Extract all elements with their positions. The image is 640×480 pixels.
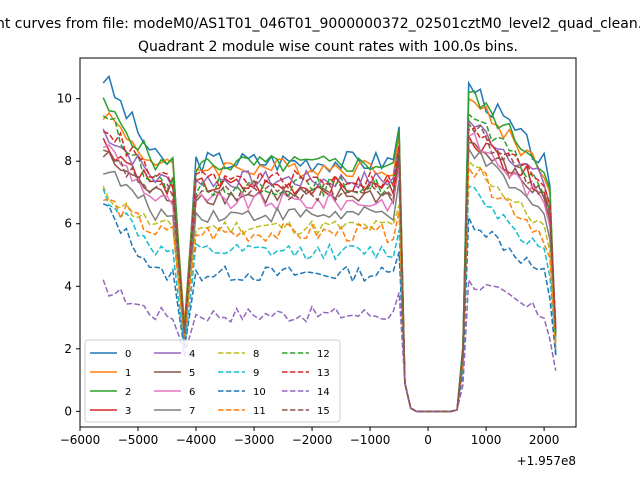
y-tick-label: 2 [64,342,72,356]
legend-label-0: 0 [125,349,131,360]
axes-title: Quadrant 2 module wise count rates with … [138,39,518,55]
series-line-9 [102,185,557,413]
legend-label-7: 7 [189,406,195,417]
x-tick-label: −1000 [350,433,391,447]
legend-label-15: 15 [317,406,330,417]
y-tick-label: 4 [64,279,72,293]
legend-label-2: 2 [125,387,131,398]
legend-label-5: 5 [189,368,195,379]
legend-label-10: 10 [253,387,266,398]
series-line-14 [102,277,557,413]
x-tick-label: −2000 [292,433,333,447]
legend-label-4: 4 [189,349,195,360]
ticks-layer: −6000 −5000 −4000 −3000 −2000 −1000 0 1000 2000 0… [57,92,560,447]
legend-box [84,339,341,423]
x-tick-label: −3000 [234,433,275,447]
figure-suptitle: Light curves from file: modeM0/AS1T01_04… [0,16,640,32]
x-tick-label: 0 [424,433,432,447]
legend-label-11: 11 [253,406,266,417]
series-line-2 [102,90,557,413]
legend-label-3: 3 [125,406,131,417]
legend-label-1: 1 [125,368,131,379]
y-tick-label: 10 [57,92,72,106]
x-offset-label: +1.957e8 [517,454,576,468]
legend-label-14: 14 [317,387,330,398]
legend-label-8: 8 [253,349,259,360]
y-tick-label: 0 [64,404,72,418]
y-tick-label: 8 [64,154,72,168]
series-line-15 [102,121,557,413]
series-line-8 [102,159,557,413]
axes-frame [79,57,577,428]
x-tick-label: −6000 [60,433,101,447]
series-layer [102,74,557,413]
x-tick-label: −5000 [118,433,159,447]
y-tick-label: 6 [64,217,72,231]
x-tick-label: −4000 [176,433,217,447]
legend-label-9: 9 [253,368,259,379]
series-line-10 [102,203,557,413]
legend-label-12: 12 [317,349,330,360]
series-line-11 [103,164,557,413]
x-tick-label: 1000 [471,433,502,447]
legend-label-13: 13 [317,368,330,379]
legend-label-6: 6 [189,387,195,398]
x-tick-label: 2000 [529,433,560,447]
